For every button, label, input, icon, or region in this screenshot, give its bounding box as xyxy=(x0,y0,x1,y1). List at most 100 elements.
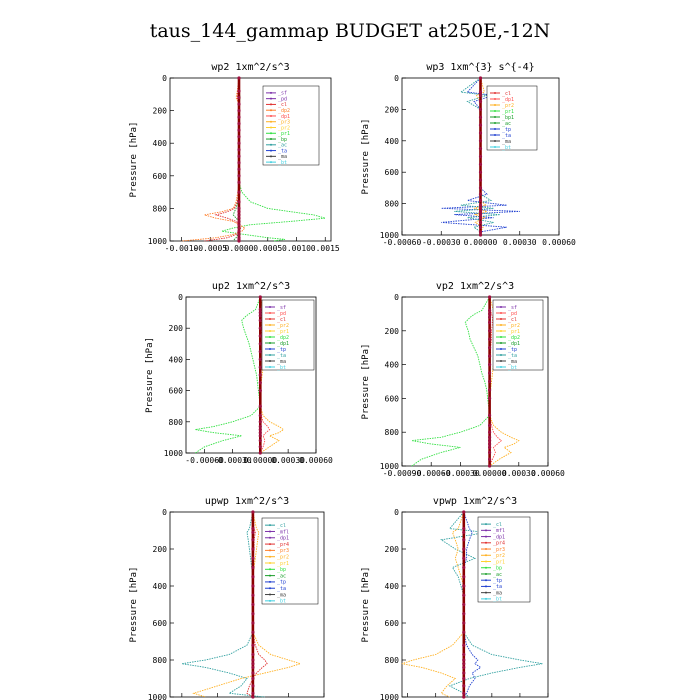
series-point xyxy=(258,431,262,435)
y-tick-label: 600 xyxy=(385,168,400,177)
series-point xyxy=(478,225,483,229)
series-point xyxy=(462,684,466,688)
x-tick-label: 0.00060 xyxy=(299,456,333,465)
series-line-pr1 xyxy=(411,296,491,467)
x-tick-label: 0.00030 xyxy=(502,469,536,478)
series-point xyxy=(258,295,262,299)
legend-box xyxy=(477,516,531,603)
chart-title: wp3 1xm^{3} s^{-4} xyxy=(426,62,534,73)
legend-entry: _ta xyxy=(278,148,287,154)
series-point xyxy=(237,200,241,204)
legend-marker xyxy=(269,593,271,596)
series-point xyxy=(237,128,241,132)
series-point xyxy=(478,131,483,135)
series-point xyxy=(251,665,255,670)
legend-entry: _pr3 xyxy=(493,547,505,553)
series-point xyxy=(488,312,492,316)
series-point xyxy=(478,90,483,94)
legend-marker xyxy=(500,360,502,362)
y-axis-label: Pressure [hPa] xyxy=(361,567,371,643)
series-point xyxy=(462,556,466,560)
y-tick-label: 800 xyxy=(153,656,168,665)
series-point xyxy=(478,186,483,190)
series-point xyxy=(258,350,262,354)
y-tick-label: 1000 xyxy=(380,693,399,700)
series-line-tp xyxy=(463,511,482,698)
series-point xyxy=(258,424,262,429)
series-point xyxy=(258,342,262,346)
series-point xyxy=(462,602,466,607)
legend-marker xyxy=(494,128,496,130)
series-point xyxy=(237,206,241,210)
legend-entry: _ma xyxy=(277,359,286,365)
legend-entry: _dp2 xyxy=(278,108,290,114)
series-point xyxy=(462,652,466,657)
x-tick-label: 0.00060 xyxy=(531,469,565,478)
legend-box xyxy=(261,299,315,371)
legend-entry: _dp1 xyxy=(278,114,290,120)
legend-marker xyxy=(485,523,487,526)
series-point xyxy=(462,584,466,588)
plot-frame xyxy=(169,77,332,242)
legend-marker xyxy=(269,587,271,590)
series-point xyxy=(478,170,483,174)
series-point xyxy=(488,329,492,333)
legend-entry: _pr1 xyxy=(493,559,505,565)
series-point xyxy=(258,438,262,443)
series-point xyxy=(251,593,255,597)
y-tick-label: 200 xyxy=(153,107,168,116)
series-point xyxy=(478,216,483,220)
series-point xyxy=(478,93,483,97)
legend-entry: _pr1 xyxy=(277,329,289,335)
x-tick-label: 0.0000 xyxy=(225,244,254,253)
series-point xyxy=(237,229,241,233)
legend-marker xyxy=(269,330,271,332)
y-tick-label: 200 xyxy=(153,545,168,554)
legend-marker xyxy=(500,336,502,338)
x-tick-label: 0.00060 xyxy=(542,238,576,247)
series-point xyxy=(488,457,492,461)
legend-entry: _ma xyxy=(493,590,502,596)
series-point xyxy=(488,442,492,446)
series-point xyxy=(251,584,255,588)
series-point xyxy=(462,530,466,534)
y-tick-label: 400 xyxy=(169,355,184,364)
series-line-dp2 xyxy=(181,77,246,242)
series-point xyxy=(478,212,483,217)
y-tick-label: 200 xyxy=(385,545,400,554)
series-point xyxy=(258,334,262,338)
legend-entry: _pr4 xyxy=(277,542,289,548)
legend-entry: _ta xyxy=(493,584,502,590)
y-tick-label: 400 xyxy=(385,361,400,370)
legend-marker xyxy=(269,360,271,362)
y-tick-label: 1000 xyxy=(380,462,399,471)
legend-marker xyxy=(500,324,502,326)
series-point xyxy=(258,326,262,330)
legend-marker xyxy=(500,348,502,350)
x-tick-label: 0.00000 xyxy=(243,456,277,465)
series-point xyxy=(251,575,255,579)
series-point xyxy=(462,527,466,531)
legend-entry: _cl xyxy=(502,91,511,97)
legend-entry: _ma xyxy=(278,154,287,160)
legend-entry: _mfl xyxy=(493,528,505,534)
series-point xyxy=(237,216,241,220)
chart-panel-6: vpwp 1xm^2/s^3 Pressure [hPa] 0 200 400 600 80… xyxy=(361,496,549,700)
series-point xyxy=(237,190,241,194)
legend-entry: _ac xyxy=(278,143,287,149)
legend-marker xyxy=(269,336,271,338)
legend-box xyxy=(262,85,320,166)
x-tick-label: -0.00030 xyxy=(422,238,461,247)
chart-panel-4: vp2 1xm^2/s^3 Pressure [hPa] 0 200 400 600 800… xyxy=(361,281,565,478)
legend-marker xyxy=(269,536,271,539)
y-tick-label: 200 xyxy=(385,105,400,114)
legend-entry: _pr1 xyxy=(277,561,289,567)
legend-entry: _pr2 xyxy=(502,103,514,109)
series-point xyxy=(478,162,483,166)
y-tick-label: 600 xyxy=(385,619,400,628)
series-point xyxy=(251,547,255,551)
legend-marker xyxy=(485,585,487,588)
series-point xyxy=(478,154,483,159)
series-point xyxy=(258,314,262,318)
